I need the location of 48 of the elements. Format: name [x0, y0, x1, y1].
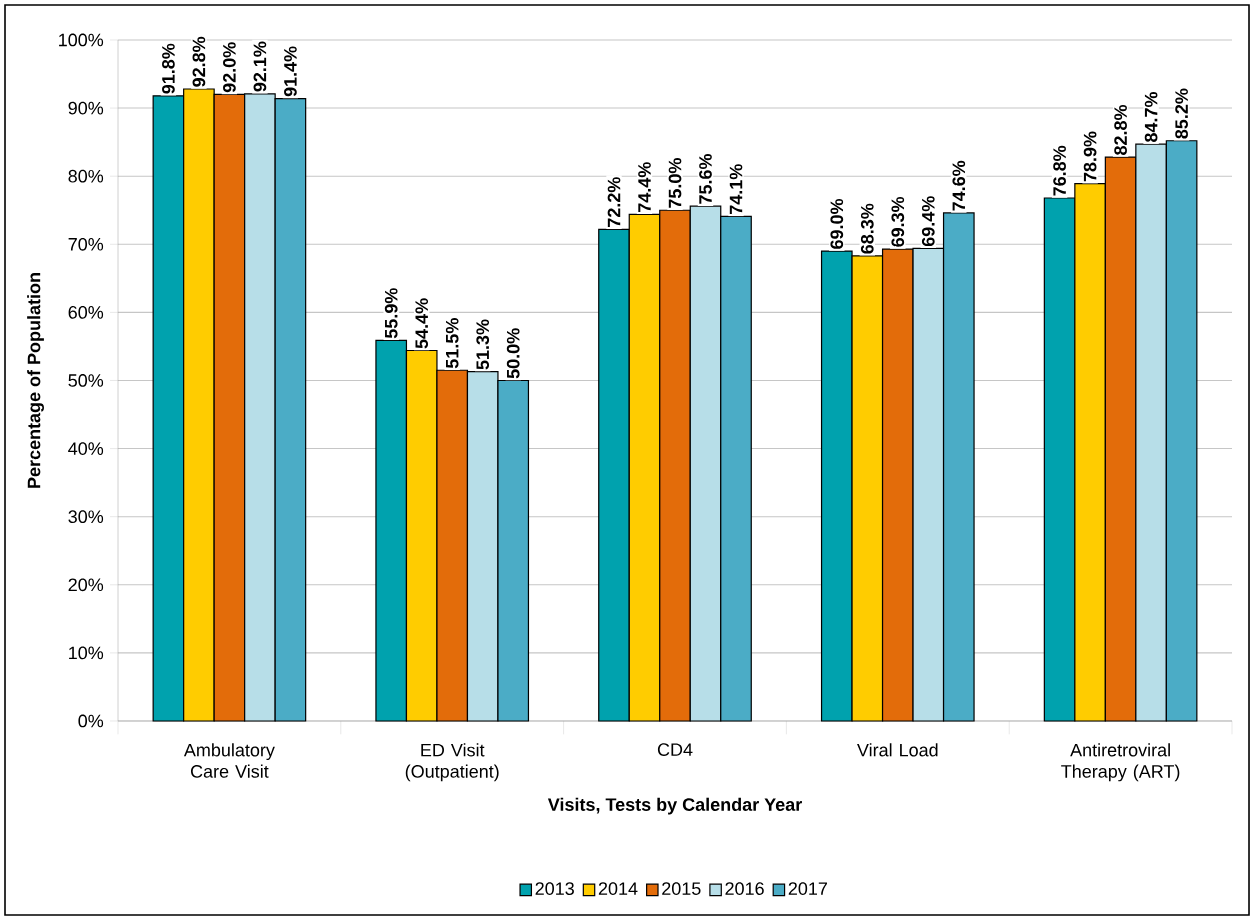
y-tick-label: 40%	[68, 442, 104, 455]
data-label: 91.4%	[284, 46, 297, 97]
data-label: 76.8%	[1053, 145, 1066, 196]
data-label: 68.3%	[860, 203, 874, 254]
x-tick-label: Antiretroviral Therapy (ART)	[1061, 743, 1180, 782]
data-label: 91.8%	[162, 43, 175, 94]
y-tick-label: 10%	[69, 646, 104, 660]
data-label: 69.0%	[830, 198, 844, 249]
data-label: 78.9%	[1083, 131, 1097, 182]
data-label: 75.0%	[668, 158, 682, 208]
y-tick-label: 70%	[68, 237, 104, 251]
data-label: 92.0%	[223, 42, 236, 93]
legend-label: 2016	[725, 882, 764, 895]
x-tick-label: Viral Load	[857, 743, 938, 757]
data-label: 75.6%	[699, 153, 712, 204]
data-label: 92.1%	[253, 41, 267, 92]
data-label: 72.2%	[607, 177, 621, 227]
y-axis-title: Percentage of Population	[27, 273, 44, 488]
x-tick-label: CD4	[657, 743, 693, 756]
data-label: 50.0%	[506, 328, 520, 379]
data-label: 74.6%	[952, 160, 966, 211]
x-tick-label: Ambulatory Care Visit	[183, 743, 275, 778]
data-label: 54.4%	[415, 298, 429, 349]
data-label: 92.8%	[192, 36, 206, 87]
y-tick-label: 90%	[68, 101, 104, 115]
legend-label: 2014	[598, 882, 638, 895]
data-label: 55.9%	[384, 288, 398, 339]
data-label: 69.4%	[921, 196, 935, 247]
x-axis-title: Visits, Tests by Calendar Year	[547, 797, 802, 815]
data-label: 74.4%	[638, 162, 651, 212]
y-tick-label: 80%	[68, 169, 104, 183]
data-label: 74.1%	[729, 164, 743, 214]
y-tick-label: 50%	[68, 374, 104, 387]
data-label: 82.8%	[1114, 104, 1127, 155]
data-label: 51.5%	[445, 318, 459, 369]
y-tick-label: 60%	[68, 306, 104, 319]
data-label: 69.3%	[891, 196, 905, 247]
data-label: 84.7%	[1144, 92, 1158, 143]
legend-label: 2017	[788, 882, 827, 895]
legend-label: 2015	[662, 882, 701, 895]
legend-label: 2013	[535, 882, 574, 895]
y-tick-label: 100%	[59, 33, 104, 47]
data-label: 85.2%	[1175, 88, 1188, 139]
y-tick-label: 0%	[78, 714, 104, 728]
y-tick-label: 20%	[68, 578, 104, 592]
y-tick-label: 30%	[68, 510, 104, 524]
data-label: 51.3%	[476, 319, 490, 370]
x-tick-label: ED Visit (Outpatient)	[405, 743, 499, 782]
